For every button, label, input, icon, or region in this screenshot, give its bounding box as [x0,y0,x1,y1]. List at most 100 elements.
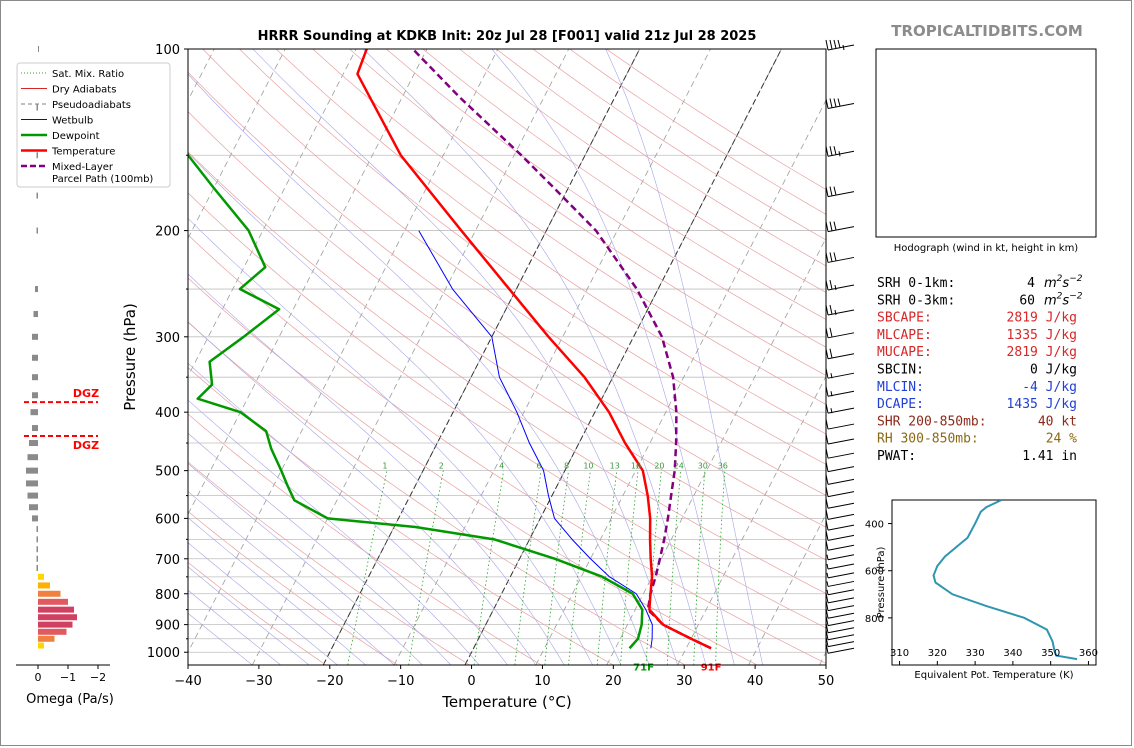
wind-barb-staff [827,620,855,627]
wind-barb-flag [825,368,829,379]
moist-adiabat [188,362,508,665]
x-tick-label: 0 [467,674,475,689]
x-tick-label: 50 [818,674,835,689]
wind-barb-staff [827,544,855,551]
wind-barb-staff [827,466,855,473]
theta-x-tick-label: 350 [1041,648,1060,659]
moist-adiabat [605,49,764,665]
dgz-label: DGZ [73,387,99,400]
wind-barb-flag [825,403,829,414]
wind-barb-flag [825,348,829,359]
mixing-ratio-label: 24 [674,462,684,471]
moist-adiabat [188,589,281,665]
wind-barb-staff [827,554,855,561]
wind-barb-half [826,589,829,595]
mixing-ratio-line [715,470,726,665]
wind-barb-flag [829,327,833,338]
stat-label: DCAPE: [877,397,924,412]
wind-barb-flag [837,39,841,48]
x-tick-label: 20 [605,674,622,689]
omega-bar [36,227,38,234]
stat-value: 0 J/kg [1030,363,1077,378]
mixing-ratio-label: 13 [610,462,620,471]
mixing-ratio-label: 36 [718,462,728,471]
mixing-ratio-label: 4 [499,462,504,471]
parcel-path-line [411,49,712,650]
omega-bar [36,564,38,571]
x-tick-label: −40 [174,674,201,689]
omega-tick-label: −1 [60,671,76,684]
wind-barb-flag [825,519,829,531]
stat-label: SRH 0-1km: [877,276,955,291]
stat-label: RH 300-850mb: [877,432,979,447]
wind-barb-flag [829,146,833,156]
x-tick-label: −20 [316,674,343,689]
x-axis-label: Temperature (°C) [441,693,571,711]
omega-bar [32,374,38,381]
stat-label: MLCIN: [877,380,924,395]
wind-barb-staff [827,524,855,531]
wind-barb-flag [825,643,829,654]
mixing-ratio-line [693,470,706,665]
wind-barb-staff [827,332,855,339]
key-isotherm [464,49,782,665]
omega-bar [32,392,38,399]
dry-adiabat [349,49,826,376]
wind-barb-flag [825,98,829,109]
omega-bar [29,440,38,447]
wind-barb-flag [837,98,841,107]
wind-barb-half [826,572,829,578]
wind-barb-flag [833,146,837,155]
wind-barb-flag [825,636,829,647]
mixing-ratio-label: 16 [631,462,641,471]
stat-value: 60 [1019,293,1035,308]
omega-bar [32,425,38,432]
wind-barb-flag [825,146,829,157]
omega-tick-label: 0 [35,671,42,684]
theta-x-tick-label: 330 [966,648,985,659]
wind-barb-half [830,408,833,414]
dry-adiabat [202,49,826,496]
wind-barb-staff [827,502,855,509]
dry-adiabat [188,321,686,665]
wind-barb-half [842,44,845,51]
stat-value: 2819 J/kg [1007,345,1077,360]
omega-panel: 0 −1 −2 Omega (Pa/s) DGZ DGZ [16,46,114,707]
mixing-ratio-label: 6 [537,462,542,471]
moist-adiabat [252,49,678,665]
theta-e-frame [891,499,1097,666]
legend-label: Parcel Path (100mb) [52,174,153,185]
wind-barb-flag [825,629,829,640]
dewpoint-line [188,151,644,650]
dry-adiabat [422,49,826,320]
wind-barb-flag [833,252,837,261]
isotherm-line [393,49,711,665]
omega-bar [32,515,38,522]
omega-bar [27,454,38,461]
wind-barb-flag [825,622,829,633]
dry-adiabat [385,49,826,348]
x-tick-label: 40 [747,674,764,689]
isotherm-line [0,49,2,665]
stat-value: -4 J/kg [1022,380,1077,395]
moist-adiabat [188,463,423,665]
y-tick-label: 100 [155,43,180,58]
theta-x-label: Equivalent Pot. Temperature (K) [914,670,1073,681]
wind-barb-staff [827,597,855,604]
wind-barb-flag [825,304,829,316]
wind-barb-flag [825,221,829,232]
y-tick-label: 400 [155,406,180,421]
dry-adiabat [188,366,614,665]
wind-barb-half [838,151,841,157]
wind-barb-staff [827,150,855,157]
wind-barb-staff [827,452,855,459]
y-tick-label: 500 [155,465,180,480]
stat-label: SBCIN: [877,363,924,378]
mixing-ratio-line [473,470,505,665]
dry-adiabat [188,561,326,665]
legend: Sat. Mix. Ratio Dry Adiabats Pseudoadiabat… [16,62,171,188]
omega-bar [36,555,38,562]
wind-barb-staff [827,605,855,612]
wind-barb-half [826,554,829,560]
stat-value: 1435 J/kg [1007,397,1077,412]
